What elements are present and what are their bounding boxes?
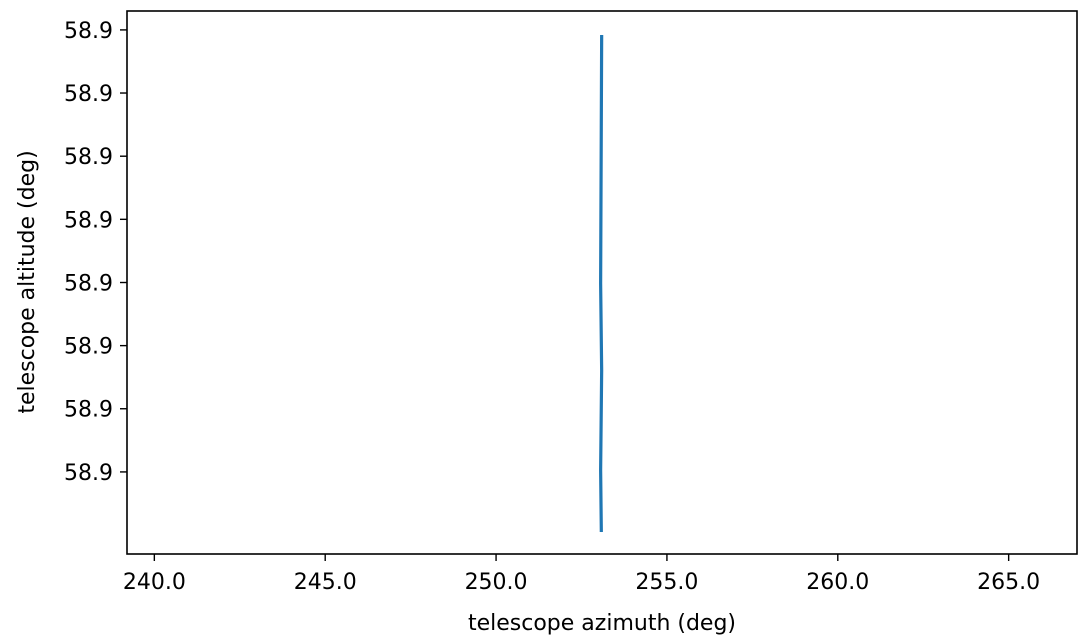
x-tick-label: 260.0 [806, 570, 869, 595]
y-tick-label: 58.9 [64, 461, 113, 486]
y-tick-label: 58.9 [64, 398, 113, 423]
y-tick-label: 58.9 [64, 272, 113, 297]
y-tick-label: 58.9 [64, 82, 113, 107]
x-tick-label: 240.0 [123, 570, 186, 595]
x-tick-label: 255.0 [635, 570, 698, 595]
x-axis-label: telescope azimuth (deg) [468, 611, 736, 636]
y-axis-label: telescope altitude (deg) [15, 150, 40, 413]
x-tick-label: 265.0 [977, 570, 1040, 595]
series-layer [599, 34, 604, 533]
y-tick-label: 58.9 [64, 19, 113, 44]
y-tick-label: 58.9 [64, 335, 113, 360]
y-tick-label: 58.9 [64, 145, 113, 170]
x-tick-label: 245.0 [294, 570, 357, 595]
ticks-layer: 240.0 245.0 250.0 255.0 260.0 265.0 58.9 58.9 58… [64, 19, 1040, 595]
y-tick-label: 58.9 [64, 208, 113, 233]
series-line [599, 34, 604, 533]
plot-frame [126, 10, 1078, 555]
x-tick-label: 250.0 [465, 570, 528, 595]
